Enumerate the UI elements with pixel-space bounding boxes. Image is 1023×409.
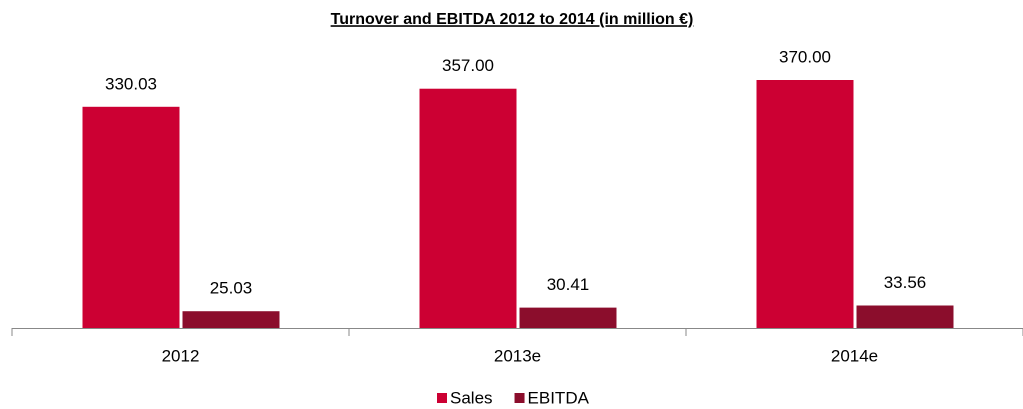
legend-label: EBITDA — [528, 388, 590, 407]
bar — [519, 307, 617, 328]
bar — [856, 305, 954, 328]
x-tick-label: 2012 — [162, 346, 200, 365]
data-label: 370.00 — [779, 47, 831, 66]
data-label: 25.03 — [210, 279, 253, 298]
data-label: 30.41 — [547, 275, 590, 294]
x-tick-label: 2014e — [831, 346, 878, 365]
bar — [419, 88, 517, 328]
bar — [182, 311, 280, 328]
legend-swatch — [437, 393, 447, 403]
legend-swatch — [514, 393, 525, 403]
data-label: 33.56 — [884, 273, 927, 292]
legend-label: Sales — [450, 388, 493, 407]
bar — [82, 106, 180, 328]
x-tick-label: 2013e — [494, 346, 541, 365]
data-label: 357.00 — [442, 56, 494, 75]
bar — [756, 80, 854, 328]
data-label: 330.03 — [105, 74, 157, 93]
chart-title: Turnover and EBITDA 2012 to 2014 (in mil… — [331, 11, 694, 28]
